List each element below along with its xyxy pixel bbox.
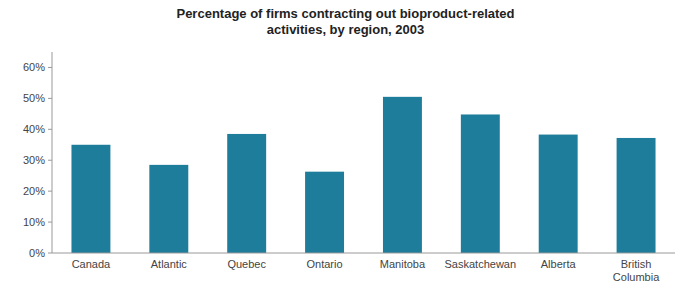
bar	[461, 114, 500, 253]
bar	[227, 134, 266, 253]
chart: Percentage of firms contracting out biop…	[0, 0, 691, 293]
y-tick	[48, 98, 52, 99]
y-tick	[48, 129, 52, 130]
y-tick-label: 50%	[23, 92, 45, 104]
x-axis	[52, 253, 675, 254]
y-tick-label: 40%	[23, 123, 45, 135]
bar	[305, 172, 344, 253]
y-tick	[48, 67, 52, 68]
x-tick-label: Quebec	[227, 258, 266, 270]
x-tick-label: Atlantic	[151, 258, 188, 270]
x-tick-label: BritishColumbia	[613, 258, 660, 283]
bar	[149, 165, 188, 253]
x-tick-label: Canada	[72, 258, 111, 270]
y-tick-label: 20%	[23, 185, 45, 197]
y-tick-label: 30%	[23, 154, 45, 166]
x-tick-label: Saskatchewan	[445, 258, 517, 270]
y-tick	[48, 222, 52, 223]
y-axis	[52, 52, 53, 253]
x-tick-label: Ontario	[307, 258, 343, 270]
title: Percentage of firms contracting out biop…	[176, 6, 514, 37]
bar	[383, 97, 422, 253]
y-tick	[48, 191, 52, 192]
y-tick-label: 0%	[29, 247, 45, 259]
x-tick-label: Alberta	[541, 258, 577, 270]
x-tick-label: Manitoba	[380, 258, 426, 270]
y-tick-label: 60%	[23, 61, 45, 73]
y-tick-label: 10%	[23, 216, 45, 228]
bar	[71, 145, 110, 253]
y-tick	[48, 160, 52, 161]
bar	[617, 138, 656, 253]
bars	[71, 97, 655, 253]
y-tick	[48, 253, 52, 254]
bar	[539, 135, 578, 253]
